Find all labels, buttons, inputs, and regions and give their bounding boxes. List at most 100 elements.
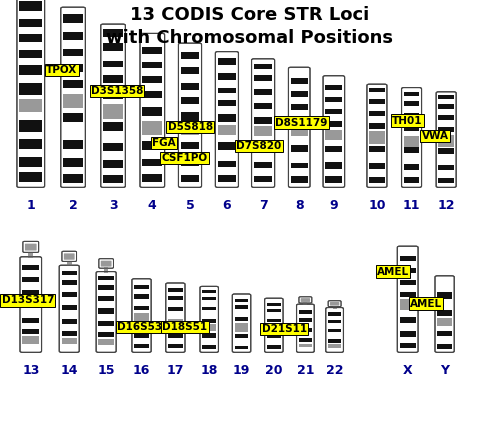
- Bar: [328, 329, 341, 332]
- Bar: [19, 157, 42, 167]
- Bar: [438, 331, 452, 336]
- FancyBboxPatch shape: [398, 246, 418, 352]
- Bar: [134, 305, 149, 310]
- FancyBboxPatch shape: [326, 308, 344, 352]
- Text: AMEL: AMEL: [410, 299, 442, 309]
- Bar: [254, 162, 272, 168]
- Bar: [254, 145, 272, 151]
- Bar: [19, 1, 42, 11]
- Bar: [254, 64, 272, 69]
- Bar: [438, 292, 452, 299]
- Bar: [62, 292, 77, 297]
- Bar: [63, 80, 83, 88]
- Bar: [22, 336, 39, 343]
- Bar: [404, 125, 419, 131]
- Bar: [22, 290, 39, 295]
- Text: 14: 14: [60, 364, 78, 377]
- Text: 2: 2: [68, 199, 78, 212]
- Bar: [142, 76, 163, 83]
- Text: 8: 8: [295, 199, 304, 212]
- Bar: [134, 294, 149, 299]
- Text: Y: Y: [440, 364, 449, 377]
- Bar: [142, 174, 163, 181]
- Bar: [62, 319, 77, 324]
- Text: TPOX: TPOX: [46, 65, 78, 75]
- Bar: [404, 92, 419, 96]
- Bar: [400, 292, 416, 297]
- FancyBboxPatch shape: [59, 265, 79, 352]
- FancyBboxPatch shape: [367, 84, 387, 187]
- Bar: [168, 319, 182, 327]
- Bar: [299, 338, 312, 342]
- Bar: [62, 338, 77, 344]
- Bar: [142, 159, 163, 166]
- Bar: [267, 334, 281, 338]
- Bar: [103, 122, 123, 132]
- FancyBboxPatch shape: [23, 242, 38, 253]
- Bar: [103, 175, 123, 183]
- Bar: [134, 285, 149, 289]
- Bar: [63, 158, 83, 167]
- Bar: [181, 159, 199, 166]
- Text: D5S818: D5S818: [168, 122, 213, 132]
- Text: 5: 5: [186, 199, 194, 212]
- Bar: [291, 118, 308, 125]
- Bar: [63, 174, 83, 183]
- Text: AMEL: AMEL: [377, 266, 409, 277]
- FancyBboxPatch shape: [25, 244, 36, 250]
- Text: X: X: [403, 364, 412, 377]
- Bar: [67, 261, 71, 266]
- Text: 10: 10: [368, 199, 386, 212]
- Bar: [202, 297, 216, 300]
- Bar: [98, 286, 114, 290]
- Bar: [63, 140, 83, 149]
- Bar: [103, 91, 123, 99]
- Text: D7S820: D7S820: [236, 141, 282, 151]
- FancyBboxPatch shape: [200, 286, 218, 352]
- Bar: [22, 329, 39, 334]
- Text: 17: 17: [166, 364, 184, 377]
- Bar: [19, 66, 42, 75]
- Bar: [62, 280, 77, 285]
- Bar: [98, 276, 114, 280]
- Bar: [63, 63, 83, 72]
- FancyBboxPatch shape: [132, 279, 151, 352]
- Bar: [234, 346, 248, 349]
- Bar: [218, 125, 236, 135]
- Bar: [400, 280, 416, 285]
- Bar: [438, 344, 452, 349]
- Bar: [326, 109, 342, 114]
- Bar: [181, 67, 199, 74]
- Bar: [142, 62, 163, 68]
- Bar: [63, 32, 83, 41]
- Text: 20: 20: [265, 364, 282, 377]
- Text: TH01: TH01: [392, 115, 423, 126]
- Bar: [299, 344, 312, 347]
- Bar: [400, 268, 416, 273]
- FancyBboxPatch shape: [288, 67, 310, 187]
- Text: D18S51: D18S51: [162, 322, 208, 332]
- FancyBboxPatch shape: [328, 301, 341, 307]
- FancyBboxPatch shape: [61, 7, 86, 187]
- FancyBboxPatch shape: [296, 304, 314, 352]
- Bar: [267, 324, 281, 332]
- Bar: [234, 334, 248, 338]
- Text: 13 CODIS Core STR Loci
with Chromosomal Positions: 13 CODIS Core STR Loci with Chromosomal …: [106, 6, 394, 47]
- Bar: [254, 126, 272, 136]
- Bar: [404, 177, 419, 183]
- Bar: [267, 302, 281, 306]
- Bar: [218, 58, 236, 65]
- Bar: [134, 321, 149, 325]
- Bar: [291, 127, 308, 135]
- Bar: [218, 161, 236, 168]
- Bar: [63, 94, 83, 108]
- Bar: [438, 95, 454, 99]
- Bar: [291, 145, 308, 152]
- FancyBboxPatch shape: [166, 283, 185, 352]
- Bar: [103, 160, 123, 168]
- Bar: [254, 176, 272, 182]
- Bar: [134, 334, 149, 338]
- Bar: [304, 302, 308, 305]
- Bar: [438, 165, 454, 170]
- Bar: [19, 83, 42, 95]
